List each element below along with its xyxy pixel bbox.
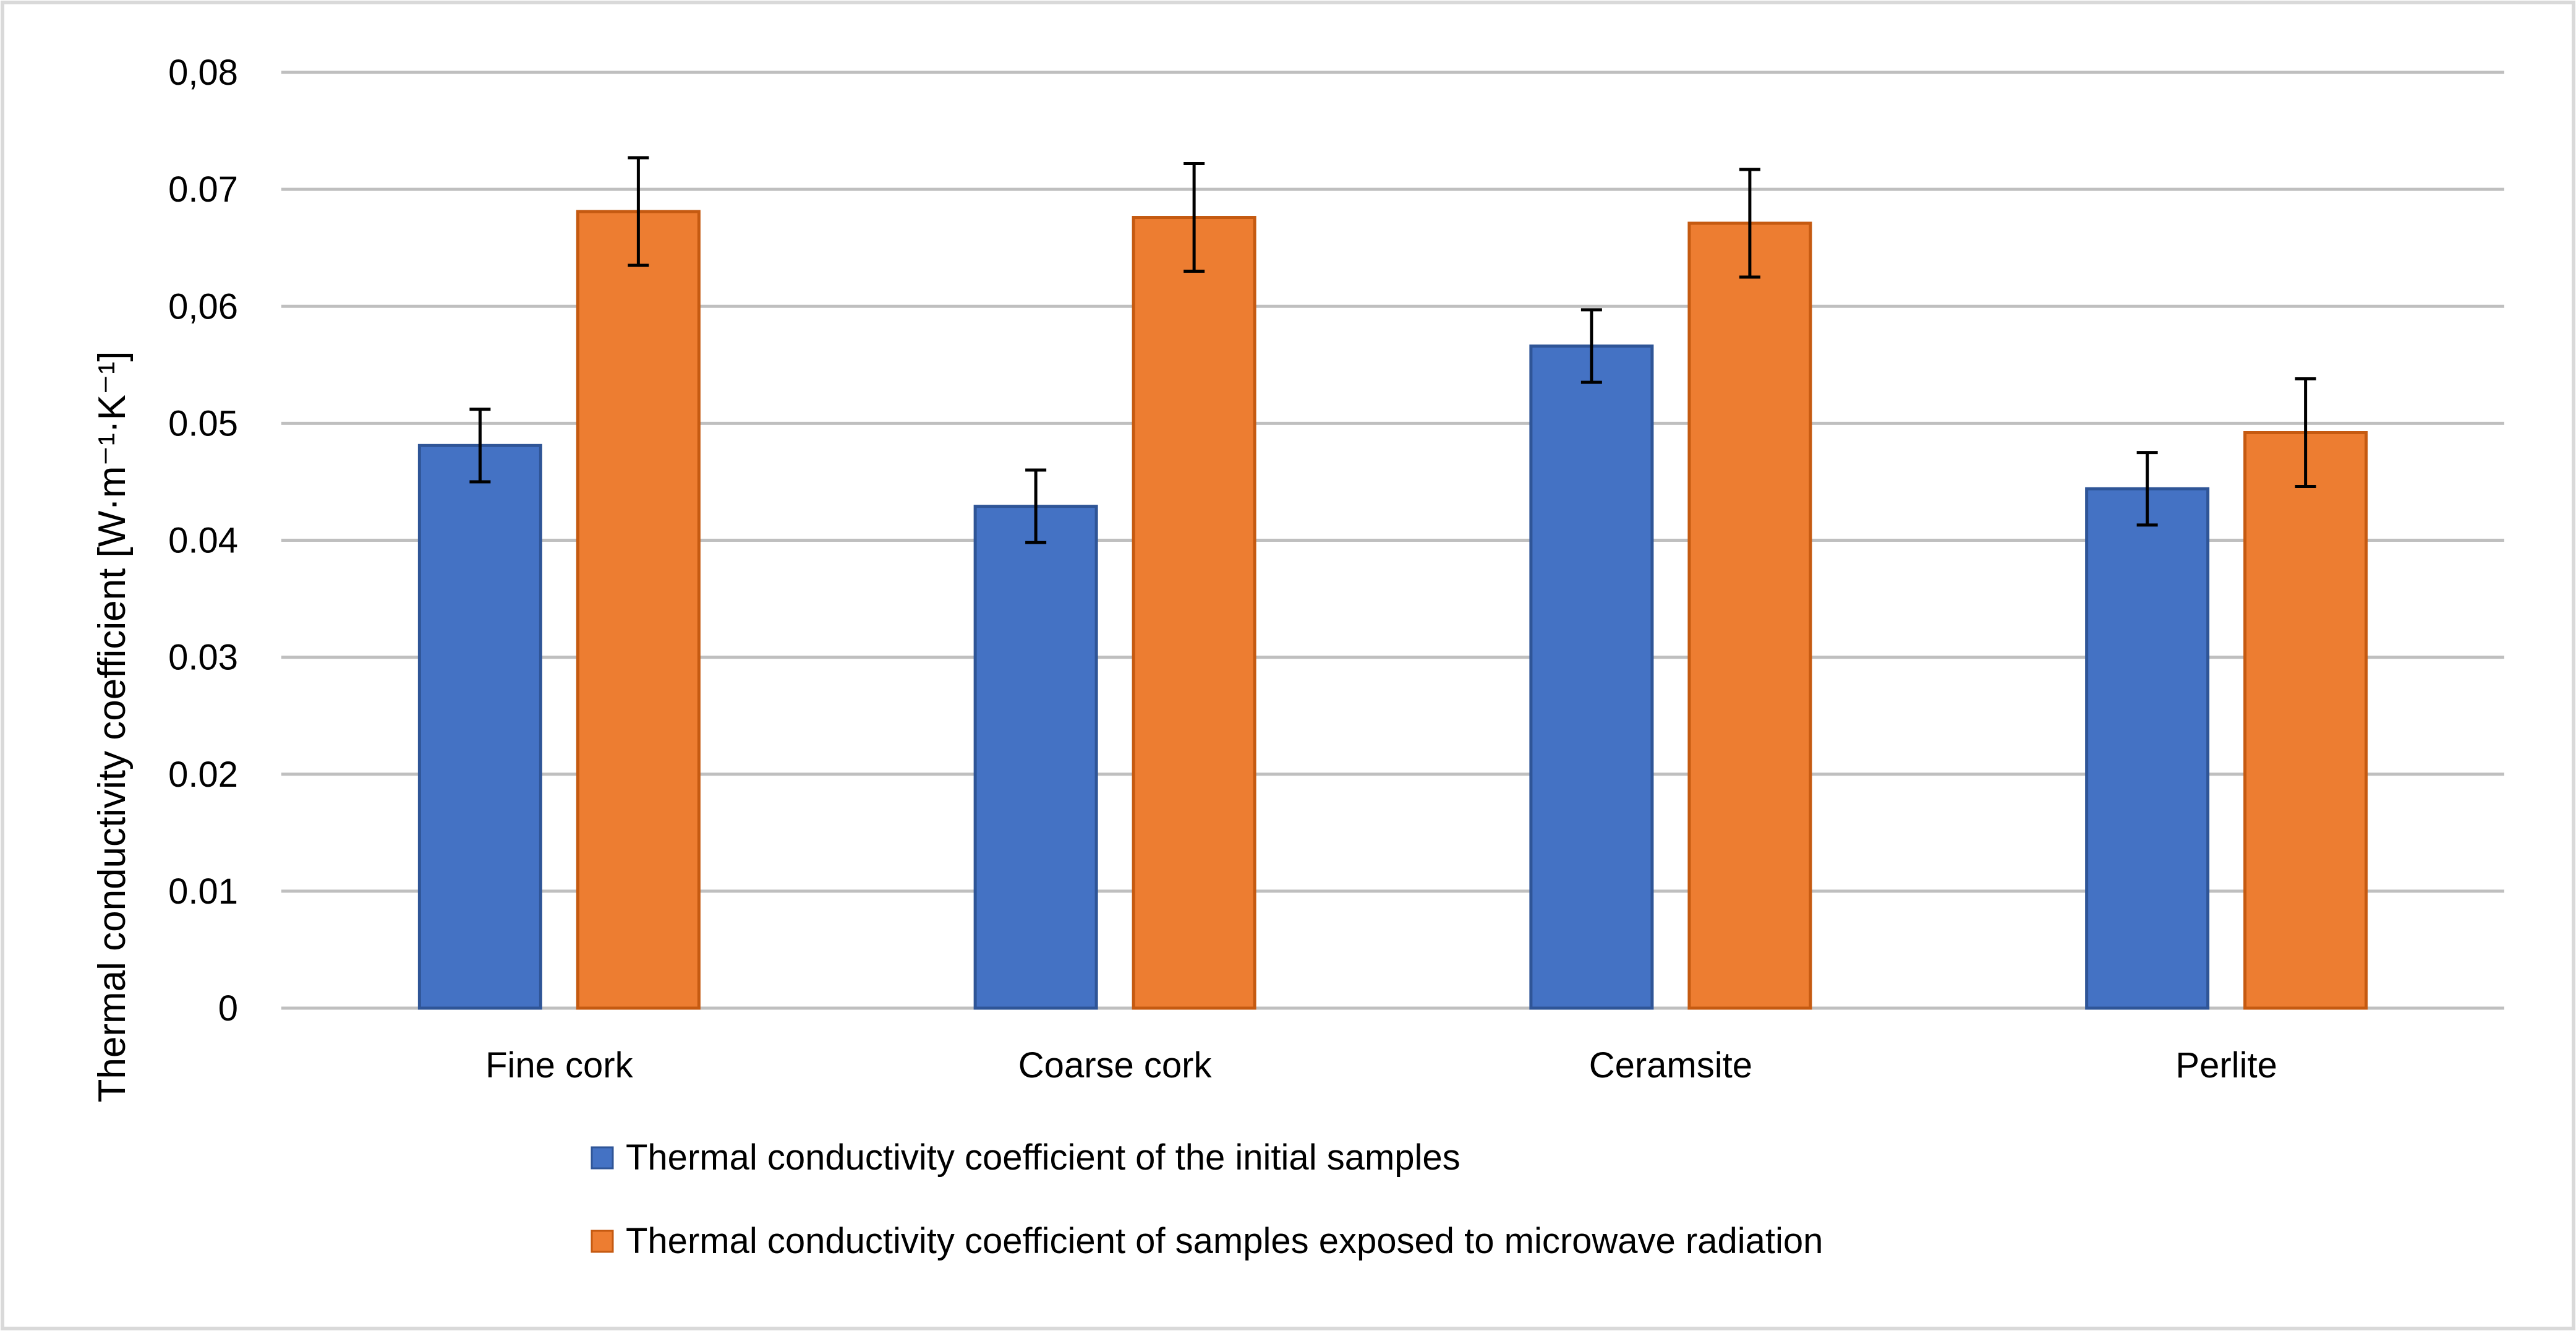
x-category-label: Perlite	[2175, 1045, 2277, 1085]
x-category-label: Ceramsite	[1589, 1045, 1752, 1085]
legend-swatch-microwave	[591, 1230, 614, 1253]
x-category-label: Coarse cork	[1018, 1045, 1213, 1085]
y-tick-label: 0.01	[168, 871, 238, 912]
legend-label-initial: Thermal conductivity coefficient of the …	[626, 1137, 1461, 1178]
y-tick-label: 0.03	[168, 638, 238, 678]
bar	[417, 443, 542, 1010]
y-tick-label: 0.07	[168, 169, 238, 210]
bar	[1132, 216, 1256, 1010]
y-axis-ticks: 0 0.01 0.02 0.03 0.04 0.05 0,06 0.07 0,08	[168, 53, 238, 1029]
y-tick-label: 0,08	[168, 53, 238, 93]
x-category-label: Fine cork	[485, 1045, 634, 1085]
y-tick-label: 0.05	[168, 403, 238, 443]
legend-label-microwave: Thermal conductivity coefficient of samp…	[626, 1221, 1823, 1261]
y-axis-title: Thermal conductivity coefficient [W·m⁻¹·…	[91, 351, 134, 1102]
bar	[1529, 345, 1654, 1010]
bar	[2243, 431, 2368, 1010]
bar	[973, 505, 1098, 1010]
bars	[417, 210, 2368, 1010]
bar	[2085, 487, 2210, 1010]
x-axis-categories: Fine cork Coarse cork Ceramsite Perlite	[485, 1045, 2277, 1085]
y-tick-label: 0,06	[168, 286, 238, 327]
bar	[1687, 221, 1812, 1010]
y-tick-label: 0	[218, 988, 238, 1029]
y-tick-label: 0.04	[168, 521, 238, 561]
error-bars	[469, 156, 2316, 544]
y-tick-label: 0.02	[168, 755, 238, 795]
bar	[576, 210, 701, 1010]
legend: Thermal conductivity coefficient of the …	[591, 1137, 1823, 1261]
legend-swatch-initial	[591, 1146, 614, 1170]
